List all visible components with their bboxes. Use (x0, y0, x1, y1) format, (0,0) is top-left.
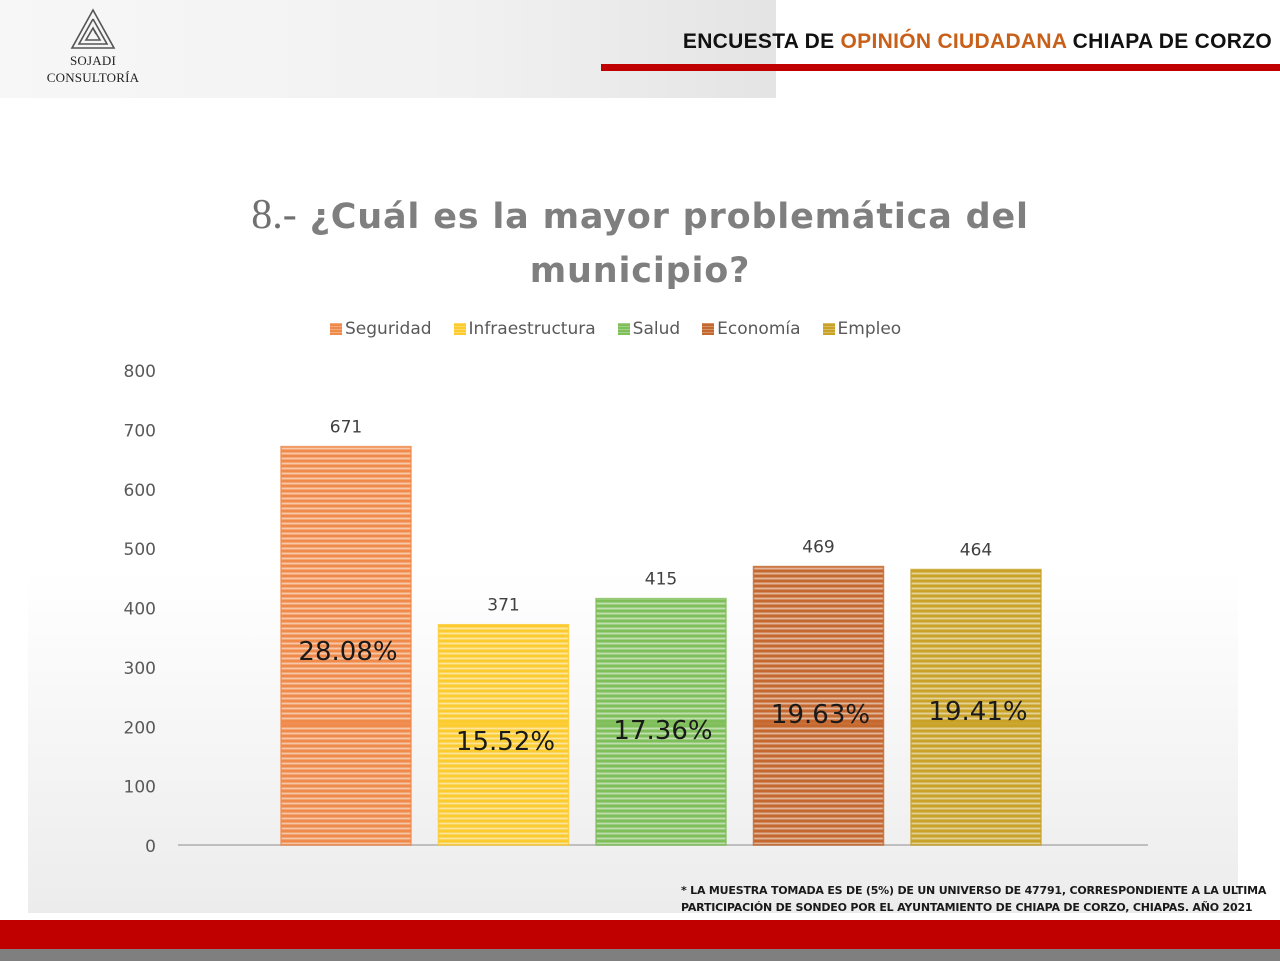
y-tick-label: 100 (124, 778, 156, 798)
bar-value-label: 671 (330, 418, 362, 438)
bar-value-label: 464 (960, 541, 992, 561)
legend-swatch (822, 323, 835, 335)
chart-title-number: 8.- (251, 192, 297, 238)
y-tick-label: 700 (124, 421, 156, 441)
legend-item-infraestructura: Infraestructura (453, 319, 596, 339)
bar-band (281, 720, 411, 727)
triangle-spiral-logo-icon (70, 8, 116, 49)
legend-label: Seguridad (345, 319, 432, 339)
sample-footnote: * LA MUESTRA TOMADA ES DE (5%) DE UN UNI… (681, 882, 1276, 916)
y-tick-label: 200 (124, 718, 156, 738)
legend-item-salud: Salud (617, 319, 681, 339)
bar-value-label: 469 (802, 538, 834, 558)
bar-band (438, 720, 569, 727)
legend-item-empleo: Empleo (822, 319, 902, 339)
footnote-line-1: * LA MUESTRA TOMADA ES DE (5%) DE UN UNI… (681, 884, 1267, 897)
y-tick-label: 300 (124, 659, 156, 679)
legend-swatch (702, 323, 715, 335)
bar-value-label: 415 (645, 570, 677, 590)
header-title-accent: OPINIÓN CIUDADANA (840, 30, 1067, 53)
legend-label: Salud (632, 319, 681, 339)
bar-outline (280, 445, 412, 846)
legend-item-seguridad: Seguridad (330, 319, 432, 339)
legend-label: Empleo (837, 319, 902, 339)
bar-band (596, 720, 726, 727)
y-tick-label: 800 (124, 362, 156, 382)
y-tick-label: 400 (124, 600, 156, 620)
legend-swatch (617, 323, 630, 335)
y-tick-label: 600 (124, 481, 156, 501)
bar-band (753, 720, 884, 727)
legend-item-economia: Economía (702, 319, 801, 339)
footer-band (0, 920, 1280, 949)
bar-economía (753, 566, 884, 845)
y-tick-label: 500 (124, 540, 156, 560)
legend-label: Economía (717, 319, 801, 339)
bar-percent-label: 19.63% (771, 700, 870, 730)
page-header-title: ENCUESTA DE OPINIÓN CIUDADANA CHIAPA DE … (683, 30, 1272, 54)
footnote-line-2: PARTICIPACIÓN DE SONDEO POR EL AYUNTAMIE… (681, 901, 1253, 914)
bar-outline (437, 623, 570, 846)
legend-swatch (453, 323, 466, 335)
bar-infraestructura (438, 624, 569, 845)
y-tick-label: 0 (145, 837, 156, 857)
bar-percent-label: 17.36% (613, 716, 712, 746)
legend-swatch (330, 323, 342, 335)
logo-line-2: CONSULTORÍA (46, 70, 140, 85)
bar-percent-label: 15.52% (456, 727, 555, 757)
bar-percent-label: 19.41% (928, 697, 1027, 727)
header-rule (601, 64, 1280, 71)
header-background (0, 0, 776, 98)
bar-outline (910, 568, 1042, 846)
header-title-part2: CHIAPA DE CORZO (1066, 30, 1272, 53)
bar-percent-label: 28.08% (298, 637, 397, 667)
footer-strip (0, 949, 1280, 961)
company-logo: SOJADI CONSULTORÍA (30, 8, 156, 86)
bar-seguridad (281, 446, 411, 845)
chart-title: 8.- ¿Cuál es la mayor problemática del m… (200, 188, 1080, 298)
legend-label: Infraestructura (468, 319, 596, 339)
bar-empleo (911, 569, 1041, 845)
chart-title-text: ¿Cuál es la mayor problemática del munic… (309, 197, 1029, 291)
chart-legend: Seguridad Infraestructura Salud Economía… (330, 316, 901, 342)
bar-outline (752, 565, 885, 846)
bar-band (911, 720, 1041, 727)
bar-value-label: 371 (487, 596, 519, 616)
logo-line-1: SOJADI (70, 53, 116, 68)
header-title-part1: ENCUESTA DE (682, 30, 841, 53)
